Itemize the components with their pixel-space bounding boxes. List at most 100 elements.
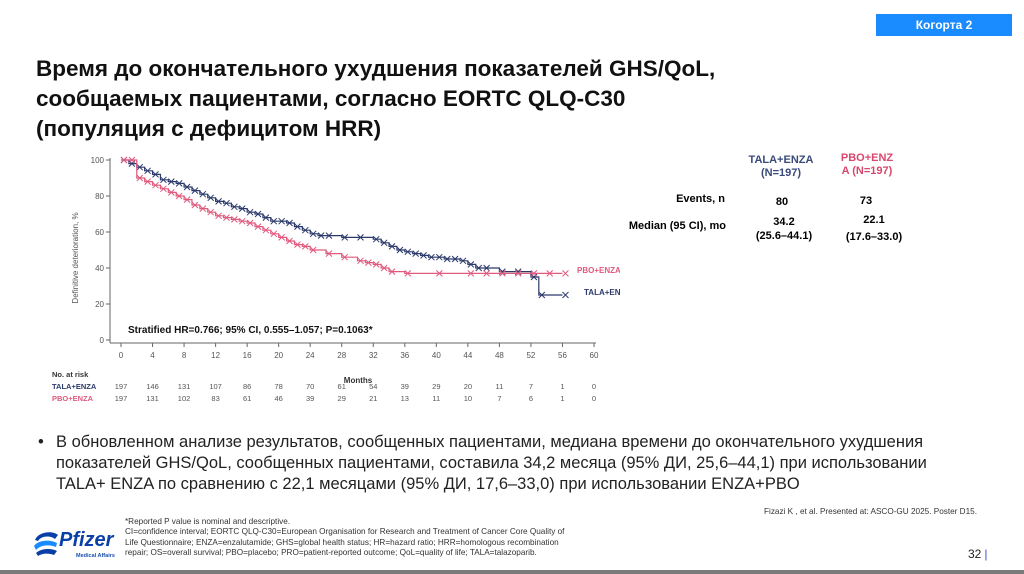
survival-curves	[120, 156, 569, 299]
svg-text:80: 80	[95, 192, 104, 201]
bullet-dot-icon: •	[38, 433, 44, 451]
svg-text:10: 10	[464, 394, 472, 403]
title-line: сообщаемых пациентами, согласно EORTC QL…	[36, 86, 626, 111]
bullet-line: TALA+ ENZA по сравнению с 22,1 месяцами …	[56, 475, 800, 493]
logo-wordmark: Pfizer	[59, 529, 114, 551]
svg-text:60: 60	[590, 351, 599, 360]
cohort-badge-label: Когорта 2	[915, 18, 973, 32]
svg-text:46: 46	[274, 394, 282, 403]
median-pbo: 22.1 (17.6–33.0)	[838, 213, 910, 244]
svg-text:48: 48	[495, 351, 504, 360]
svg-text:61: 61	[338, 382, 346, 391]
svg-text:78: 78	[274, 382, 282, 391]
svg-text:11: 11	[432, 394, 440, 403]
page-number-bar: |	[984, 547, 988, 561]
stats-header-tala-n: (N=197)	[760, 167, 802, 179]
svg-text:PBO+ENZA: PBO+ENZA	[52, 394, 94, 403]
page-number: 32 |	[968, 547, 987, 561]
kaplan-meier-chart: Definitive deterioration, % 020406080100…	[52, 156, 620, 403]
page-title: Время до окончательного ухудшения показа…	[36, 54, 856, 144]
stats-header-pbo: PBO+ENZ A (N=197)	[832, 152, 902, 178]
svg-text:32: 32	[369, 351, 378, 360]
events-pbo: 73	[859, 195, 873, 207]
title-line: (популяция с дефицитом HRR)	[36, 116, 382, 141]
svg-text:60: 60	[95, 228, 104, 237]
median-pbo-ci: (17.6–33.0)	[845, 231, 903, 243]
svg-text:100: 100	[91, 156, 105, 165]
median-tala: 34.2 (25.6–44.1)	[750, 215, 818, 243]
svg-text:0: 0	[592, 382, 596, 391]
svg-text:21: 21	[369, 394, 377, 403]
svg-text:44: 44	[463, 351, 472, 360]
stats-header-pbo-n: A (N=197)	[841, 165, 893, 177]
svg-text:0: 0	[100, 336, 105, 345]
summary-bullet: • В обновленном анализе результатов, соо…	[38, 432, 988, 495]
svg-text:83: 83	[211, 394, 219, 403]
footnote-line: Life Questionnaire; ENZA=enzalutamide; G…	[125, 537, 559, 547]
svg-text:39: 39	[306, 394, 314, 403]
stats-header-tala-name: TALA+ENZA	[748, 154, 814, 166]
stats-table: TALA+ENZA (N=197) PBO+ENZ A (N=197) Even…	[610, 148, 920, 258]
footnote-line: CI=confidence interval; EORTC QLQ-C30=Eu…	[125, 527, 565, 537]
footer-bar	[0, 570, 1024, 574]
y-tick-labels: 0 20 40 60 80 100	[91, 156, 105, 345]
page-number-value: 32	[968, 547, 982, 561]
logo-subtitle: Medical Affairs	[76, 553, 115, 559]
svg-text:146: 146	[146, 382, 159, 391]
svg-text:6: 6	[529, 394, 533, 403]
svg-text:56: 56	[558, 351, 567, 360]
footnote-line: repair; OS=overall survival; PBO=placebo…	[125, 548, 537, 558]
svg-text:4: 4	[150, 351, 155, 360]
svg-text:28: 28	[337, 351, 346, 360]
svg-text:86: 86	[243, 382, 251, 391]
pfizer-swirl-icon	[34, 532, 58, 556]
events-label: Events, n	[676, 193, 725, 205]
title-line: Время до окончательного ухудшения показа…	[36, 56, 716, 81]
hr-annotation: Stratified HR=0.766; 95% CI, 0.555–1.057…	[128, 325, 373, 336]
svg-text:TALA+ENZA: TALA+ENZA	[52, 382, 97, 391]
stats-header-pbo-name: PBO+ENZ	[840, 152, 894, 164]
svg-text:36: 36	[400, 351, 409, 360]
svg-text:197: 197	[115, 394, 128, 403]
median-tala-ci: (25.6–44.1)	[755, 230, 813, 242]
svg-text:40: 40	[432, 351, 441, 360]
x-tick-labels: 0 4 8 12 16 20 24 28 32 36 40 44 48 52 56 60	[119, 351, 599, 360]
legend-tala-enza: TALA+ENZA	[584, 288, 620, 297]
svg-text:40: 40	[95, 264, 104, 273]
svg-text:54: 54	[369, 382, 377, 391]
median-label: Median (95 CI), mo	[628, 220, 726, 232]
pfizer-logo: Pfizer Medical Affairs	[32, 528, 122, 564]
svg-text:39: 39	[401, 382, 409, 391]
svg-text:29: 29	[338, 394, 346, 403]
risk-table: TALA+ENZA 197 146 131 107 86 78 70 61 54 39 29 20 11 7…	[52, 382, 596, 403]
svg-text:70: 70	[306, 382, 314, 391]
svg-text:0: 0	[119, 351, 124, 360]
cohort-badge: Когорта 2	[876, 14, 1012, 36]
bullet-line: показателей GHS/QoL, сообщенных пациента…	[56, 454, 927, 472]
footnote-line: *Reported P value is nominal and descrip…	[125, 517, 291, 526]
median-tala-value: 34.2	[773, 216, 795, 228]
svg-text:61: 61	[243, 394, 251, 403]
svg-text:52: 52	[526, 351, 535, 360]
svg-text:20: 20	[95, 300, 104, 309]
svg-text:13: 13	[401, 394, 409, 403]
stats-header-tala: TALA+ENZA (N=197)	[735, 154, 827, 180]
svg-text:12: 12	[211, 351, 220, 360]
svg-text:131: 131	[178, 382, 191, 391]
svg-text:0: 0	[592, 394, 596, 403]
y-axis-label: Definitive deterioration, %	[71, 212, 80, 303]
svg-text:131: 131	[146, 394, 159, 403]
bullet-line: В обновленном анализе результатов, сообщ…	[56, 433, 924, 451]
svg-text:1: 1	[560, 394, 564, 403]
svg-text:20: 20	[464, 382, 472, 391]
x-axis-label: Months	[344, 376, 373, 385]
chart-axes	[106, 158, 596, 347]
svg-text:8: 8	[182, 351, 187, 360]
svg-text:11: 11	[496, 382, 504, 391]
svg-text:107: 107	[209, 382, 222, 391]
svg-text:24: 24	[306, 351, 315, 360]
svg-text:29: 29	[432, 382, 440, 391]
citation: Fizazi K , et al. Presented at: ASCO-GU …	[764, 507, 977, 516]
svg-text:16: 16	[243, 351, 252, 360]
svg-text:197: 197	[115, 382, 128, 391]
